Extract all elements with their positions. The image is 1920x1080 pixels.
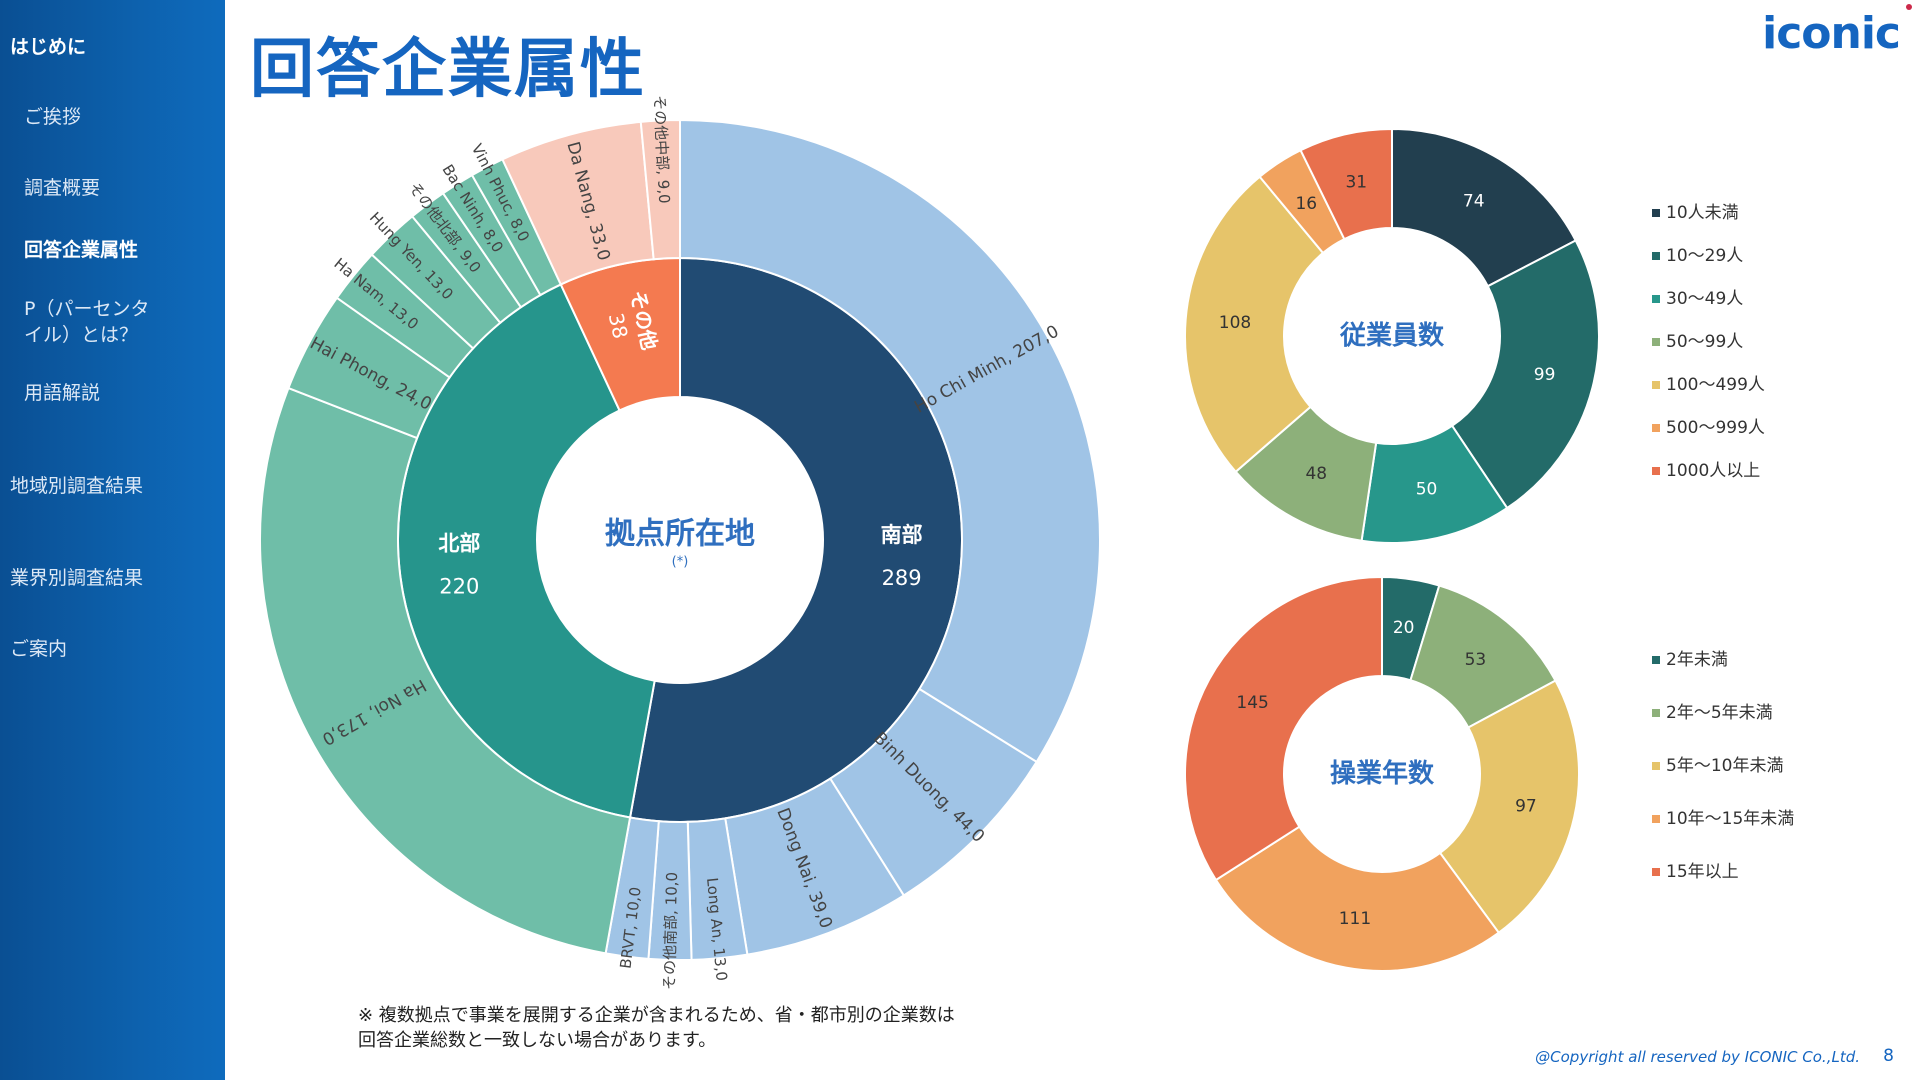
legend-item: 100～499人 <box>1652 370 1765 395</box>
legend-label: 10年～15年未満 <box>1666 809 1795 829</box>
donut-slice <box>1184 175 1325 474</box>
legend-item: 1000人以上 <box>1652 456 1760 481</box>
sidebar-item[interactable]: 用語解説 <box>24 382 101 404</box>
legend-swatch-icon <box>1652 815 1660 823</box>
sunburst-inner-value: 38 <box>604 311 633 341</box>
legend-item: 50～99人 <box>1652 327 1743 352</box>
sidebar-item[interactable]: ご挨拶 <box>24 106 82 128</box>
donut-slice <box>1299 127 1393 241</box>
legend-item: 15年以上 <box>1652 857 1739 882</box>
legend-swatch-icon <box>1652 467 1660 475</box>
sunburst-center-subtitle: (*) <box>672 555 689 570</box>
sidebar-item[interactable]: 回答企業属性 <box>24 239 139 261</box>
legend-label: 5年～10年未満 <box>1666 756 1784 776</box>
legend-item: 500～999人 <box>1652 413 1765 438</box>
logo-dot-icon <box>1906 4 1912 10</box>
donut-value-label: 20 <box>1393 618 1415 638</box>
donut-value-label: 48 <box>1305 464 1327 484</box>
page-title: 回答企業属性 <box>250 33 646 107</box>
donut-value-label: 50 <box>1416 480 1438 500</box>
page-number: 8 <box>1883 1046 1894 1066</box>
sunburst-outer-slice <box>259 386 632 955</box>
legend-label: 30～49人 <box>1666 289 1744 309</box>
legend-swatch-icon <box>1652 209 1660 217</box>
legend-label: 2年～5年未満 <box>1666 703 1773 723</box>
donut-slice <box>1184 575 1383 882</box>
donut-center-title: 操業年数 <box>1330 758 1435 789</box>
sidebar-item[interactable]: 地域別調査結果 <box>10 475 144 497</box>
sunburst-outer-label: その他南部, 10,0 <box>660 872 681 990</box>
sidebar-item[interactable]: 調査概要 <box>24 177 101 199</box>
sunburst-outer-slice <box>679 118 1101 764</box>
legend-swatch-icon <box>1652 709 1660 717</box>
legend-label: 15年以上 <box>1666 862 1739 882</box>
donut-slice <box>1391 127 1578 288</box>
legend-label: 1000人以上 <box>1666 461 1761 481</box>
legend-item: 5年～10年未満 <box>1652 751 1783 776</box>
legend-item: 2年～5年未満 <box>1652 698 1773 723</box>
sidebar-item[interactable]: ご案内 <box>10 638 68 660</box>
sidebar-item[interactable]: P（パーセンタ <box>24 298 150 320</box>
legend-item: 10年～15年未満 <box>1652 804 1794 829</box>
legend-label: 10人未満 <box>1666 203 1739 223</box>
legend-swatch-icon <box>1652 252 1660 260</box>
donut-value-label: 145 <box>1236 693 1268 713</box>
sunburst-inner-name: 南部 <box>881 523 923 547</box>
donut-value-label: 111 <box>1339 909 1371 929</box>
donut-center-title: 従業員数 <box>1339 321 1445 351</box>
legend-swatch-icon <box>1652 295 1660 303</box>
copyright: @Copyright all reserved by ICONIC Co.,Lt… <box>1535 1048 1860 1066</box>
legend-label: 500～999人 <box>1666 418 1765 438</box>
legend-item: 10～29人 <box>1652 241 1743 266</box>
sidebar: はじめにご挨拶調査概要回答企業属性 P（パーセンタ イル）とは？ 用語解説地域別調査結… <box>0 0 225 1080</box>
legend-swatch-icon <box>1652 868 1660 876</box>
legend-item: 10人未満 <box>1652 198 1739 223</box>
legend-label: 50～99人 <box>1666 332 1744 352</box>
legend-label: 2年未満 <box>1666 650 1728 670</box>
legend-swatch-icon <box>1652 762 1660 770</box>
footnote-line-2: 回答企業総数と一致しない場合があります。 <box>358 1030 717 1051</box>
legend-swatch-icon <box>1652 424 1660 432</box>
legend-swatch-icon <box>1652 338 1660 346</box>
sunburst-inner-value: 220 <box>439 575 479 599</box>
donut-slice <box>1214 825 1501 972</box>
sunburst-inner-value: 289 <box>882 566 922 590</box>
legend-label: 10～29人 <box>1666 246 1744 266</box>
donut-value-label: 16 <box>1295 194 1317 214</box>
iconic-logo: iconic <box>1762 8 1901 59</box>
sunburst-center-title: 拠点所在地 <box>605 517 755 552</box>
sidebar-item[interactable]: イル）とは？ <box>24 324 139 346</box>
sunburst-inner-name: 北部 <box>438 532 480 556</box>
legend-item: 2年未満 <box>1652 645 1728 670</box>
legend-label: 100～499人 <box>1666 375 1765 395</box>
legend-item: 30～49人 <box>1652 284 1743 309</box>
footnote-line-1: ※ 複数拠点で事業を展開する企業が含まれるため、省・都市別の企業数は <box>358 1005 955 1026</box>
donut-slice <box>1450 239 1600 510</box>
sunburst-outer-label: その他中部, 9,0 <box>650 95 673 204</box>
legend-swatch-icon <box>1652 381 1660 389</box>
footnote: ※ 複数拠点で事業を展開する企業が含まれるため、省・都市別の企業数は 回答企業総… <box>358 1003 955 1053</box>
sidebar-item[interactable]: はじめに <box>10 36 87 58</box>
donut-value-label: 99 <box>1534 365 1556 385</box>
donut-value-label: 97 <box>1515 796 1537 816</box>
donut-value-label: 53 <box>1465 650 1487 670</box>
donut-value-label: 74 <box>1463 191 1485 211</box>
donut-value-label: 108 <box>1219 313 1251 333</box>
legend-swatch-icon <box>1652 656 1660 664</box>
donut-value-label: 31 <box>1345 173 1367 193</box>
sunburst-outer-slice <box>639 118 681 261</box>
donut-slice <box>1438 679 1580 935</box>
sidebar-item[interactable]: 業界別調査結果 <box>10 567 144 589</box>
